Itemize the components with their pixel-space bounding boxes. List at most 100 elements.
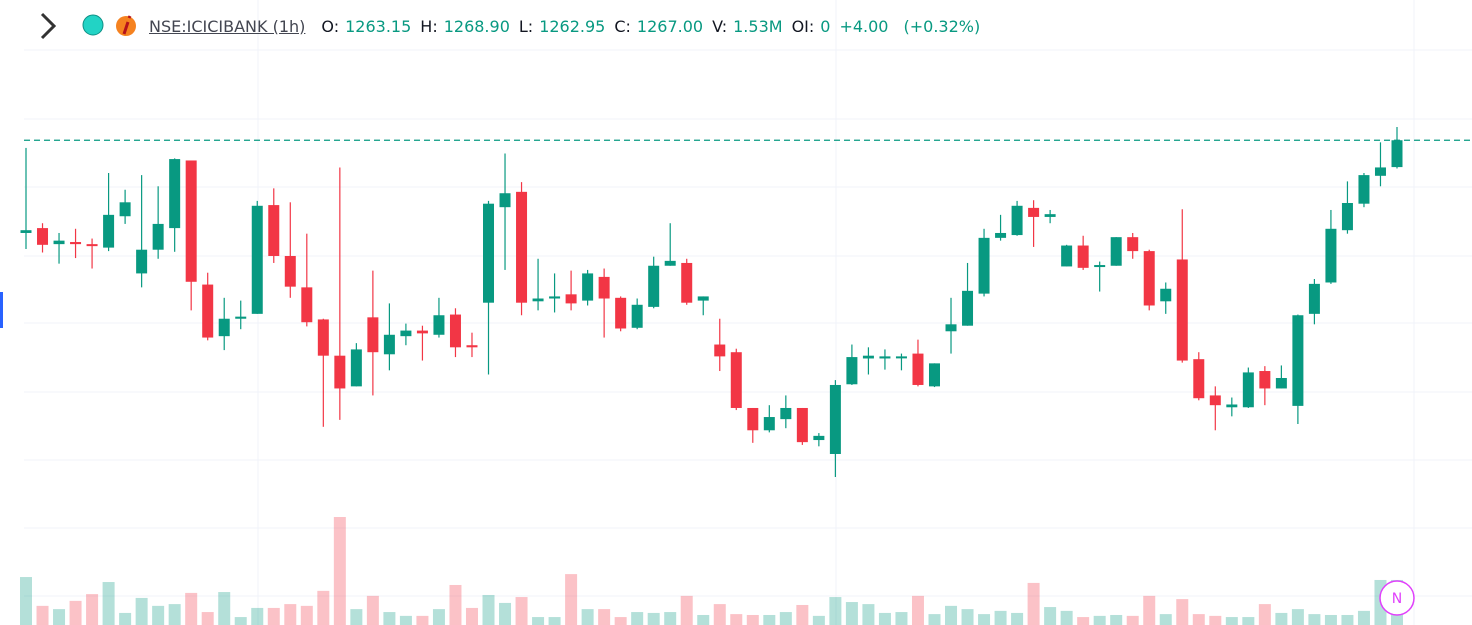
candle-body xyxy=(598,276,610,299)
volume-bar xyxy=(119,612,132,625)
candle-body xyxy=(730,352,742,408)
news-badge-label[interactable]: N xyxy=(1392,591,1402,607)
candle-body xyxy=(53,240,65,245)
volume-bar xyxy=(1324,614,1337,625)
candle-body xyxy=(416,330,428,334)
volume-bar xyxy=(300,605,313,625)
candle-body xyxy=(20,230,32,233)
volume-bar xyxy=(614,617,627,625)
candle-body xyxy=(1242,372,1254,408)
candle-body xyxy=(1209,395,1221,406)
candle-body xyxy=(945,324,957,332)
field-value: 1263.15 xyxy=(345,16,412,36)
candle-body xyxy=(1341,202,1353,231)
candle-body xyxy=(136,249,148,274)
volume-bar xyxy=(482,594,495,625)
volume-bar xyxy=(1060,610,1073,625)
volume-bar xyxy=(1258,604,1271,625)
volume-bar xyxy=(1143,595,1156,625)
candle-body xyxy=(763,417,775,431)
volume-bar xyxy=(267,607,280,625)
volume-bar xyxy=(432,609,445,625)
candle-body xyxy=(829,384,841,454)
candle-body xyxy=(119,202,131,217)
volume-bar xyxy=(102,582,115,625)
volume-bar xyxy=(449,584,462,625)
symbol-logo-mark xyxy=(122,15,132,35)
candle-body xyxy=(615,297,627,329)
volume-bar xyxy=(399,615,412,625)
volume-bar xyxy=(548,617,561,625)
candle-body xyxy=(1143,251,1155,306)
candle-body xyxy=(449,314,461,348)
symbol[interactable]: NSE:ICICIBANK (1h) xyxy=(149,16,306,36)
candle-body xyxy=(995,232,1007,238)
volume-bar xyxy=(36,605,49,625)
field-value: 1267.00 xyxy=(636,16,704,36)
volume-bar xyxy=(515,597,528,625)
volume-bar xyxy=(1308,614,1321,625)
field-label: V: xyxy=(712,16,728,36)
volume-bar xyxy=(565,574,578,625)
candle-body xyxy=(367,317,379,353)
candle-body xyxy=(1127,237,1139,252)
volume-bar xyxy=(1027,582,1040,625)
volume-bar xyxy=(185,592,198,625)
volume-bar xyxy=(53,609,66,625)
candle-body xyxy=(1325,228,1337,283)
candle-body xyxy=(251,205,263,314)
candle-body xyxy=(433,315,445,335)
collapse-chevron[interactable] xyxy=(40,12,57,40)
candle-body xyxy=(103,214,115,248)
volume-bar xyxy=(994,610,1007,625)
volume-bar xyxy=(812,615,825,625)
volume-bar xyxy=(763,614,776,625)
volume-bar xyxy=(168,604,181,625)
candle-body xyxy=(1292,315,1304,406)
volume-bar xyxy=(945,605,958,625)
volume-bar xyxy=(1093,615,1106,625)
volume-bar xyxy=(218,592,231,625)
side-handle[interactable] xyxy=(0,292,3,328)
volume-bar xyxy=(1077,617,1090,625)
field-label: C: xyxy=(614,16,631,36)
candle-body xyxy=(1226,404,1238,408)
volume-bar xyxy=(1209,615,1222,625)
volume-bar xyxy=(350,609,363,625)
candle-body xyxy=(962,290,974,326)
candle-body xyxy=(697,296,709,301)
candle-body xyxy=(1011,205,1023,236)
candle-body xyxy=(582,273,594,301)
volume-bar xyxy=(1225,617,1238,625)
volume-bar xyxy=(1176,599,1189,625)
candle-body xyxy=(301,287,313,323)
legend: NSE:ICICIBANK (1h) O: 1263.15 H: 1268.90 L… xyxy=(0,10,989,42)
volume-bar xyxy=(284,604,297,625)
candle-body xyxy=(284,255,296,287)
candle-body xyxy=(383,334,395,355)
candle-body xyxy=(1176,259,1188,361)
candle-body xyxy=(152,223,164,250)
candle-body xyxy=(532,298,544,302)
candle-body xyxy=(978,237,990,294)
volume-bar xyxy=(779,612,792,625)
news-badge[interactable] xyxy=(1379,580,1415,616)
volume-bar xyxy=(680,595,693,625)
volume-bar xyxy=(383,612,396,625)
volume-bar xyxy=(829,597,842,625)
volume-bar xyxy=(1011,612,1024,625)
volume-bar xyxy=(499,602,512,625)
volume-bar xyxy=(135,597,148,625)
candle-body xyxy=(565,294,577,304)
volume-bar xyxy=(20,577,32,625)
candle-body xyxy=(185,160,197,282)
volume-bar xyxy=(713,604,726,625)
volume-bar xyxy=(465,607,478,625)
candle-body xyxy=(1028,207,1040,217)
candle-body xyxy=(37,228,49,245)
volume-bar xyxy=(878,612,891,625)
volume-bar xyxy=(416,615,429,625)
field-value: 1268.90 xyxy=(443,16,510,36)
candle-body xyxy=(400,330,412,337)
